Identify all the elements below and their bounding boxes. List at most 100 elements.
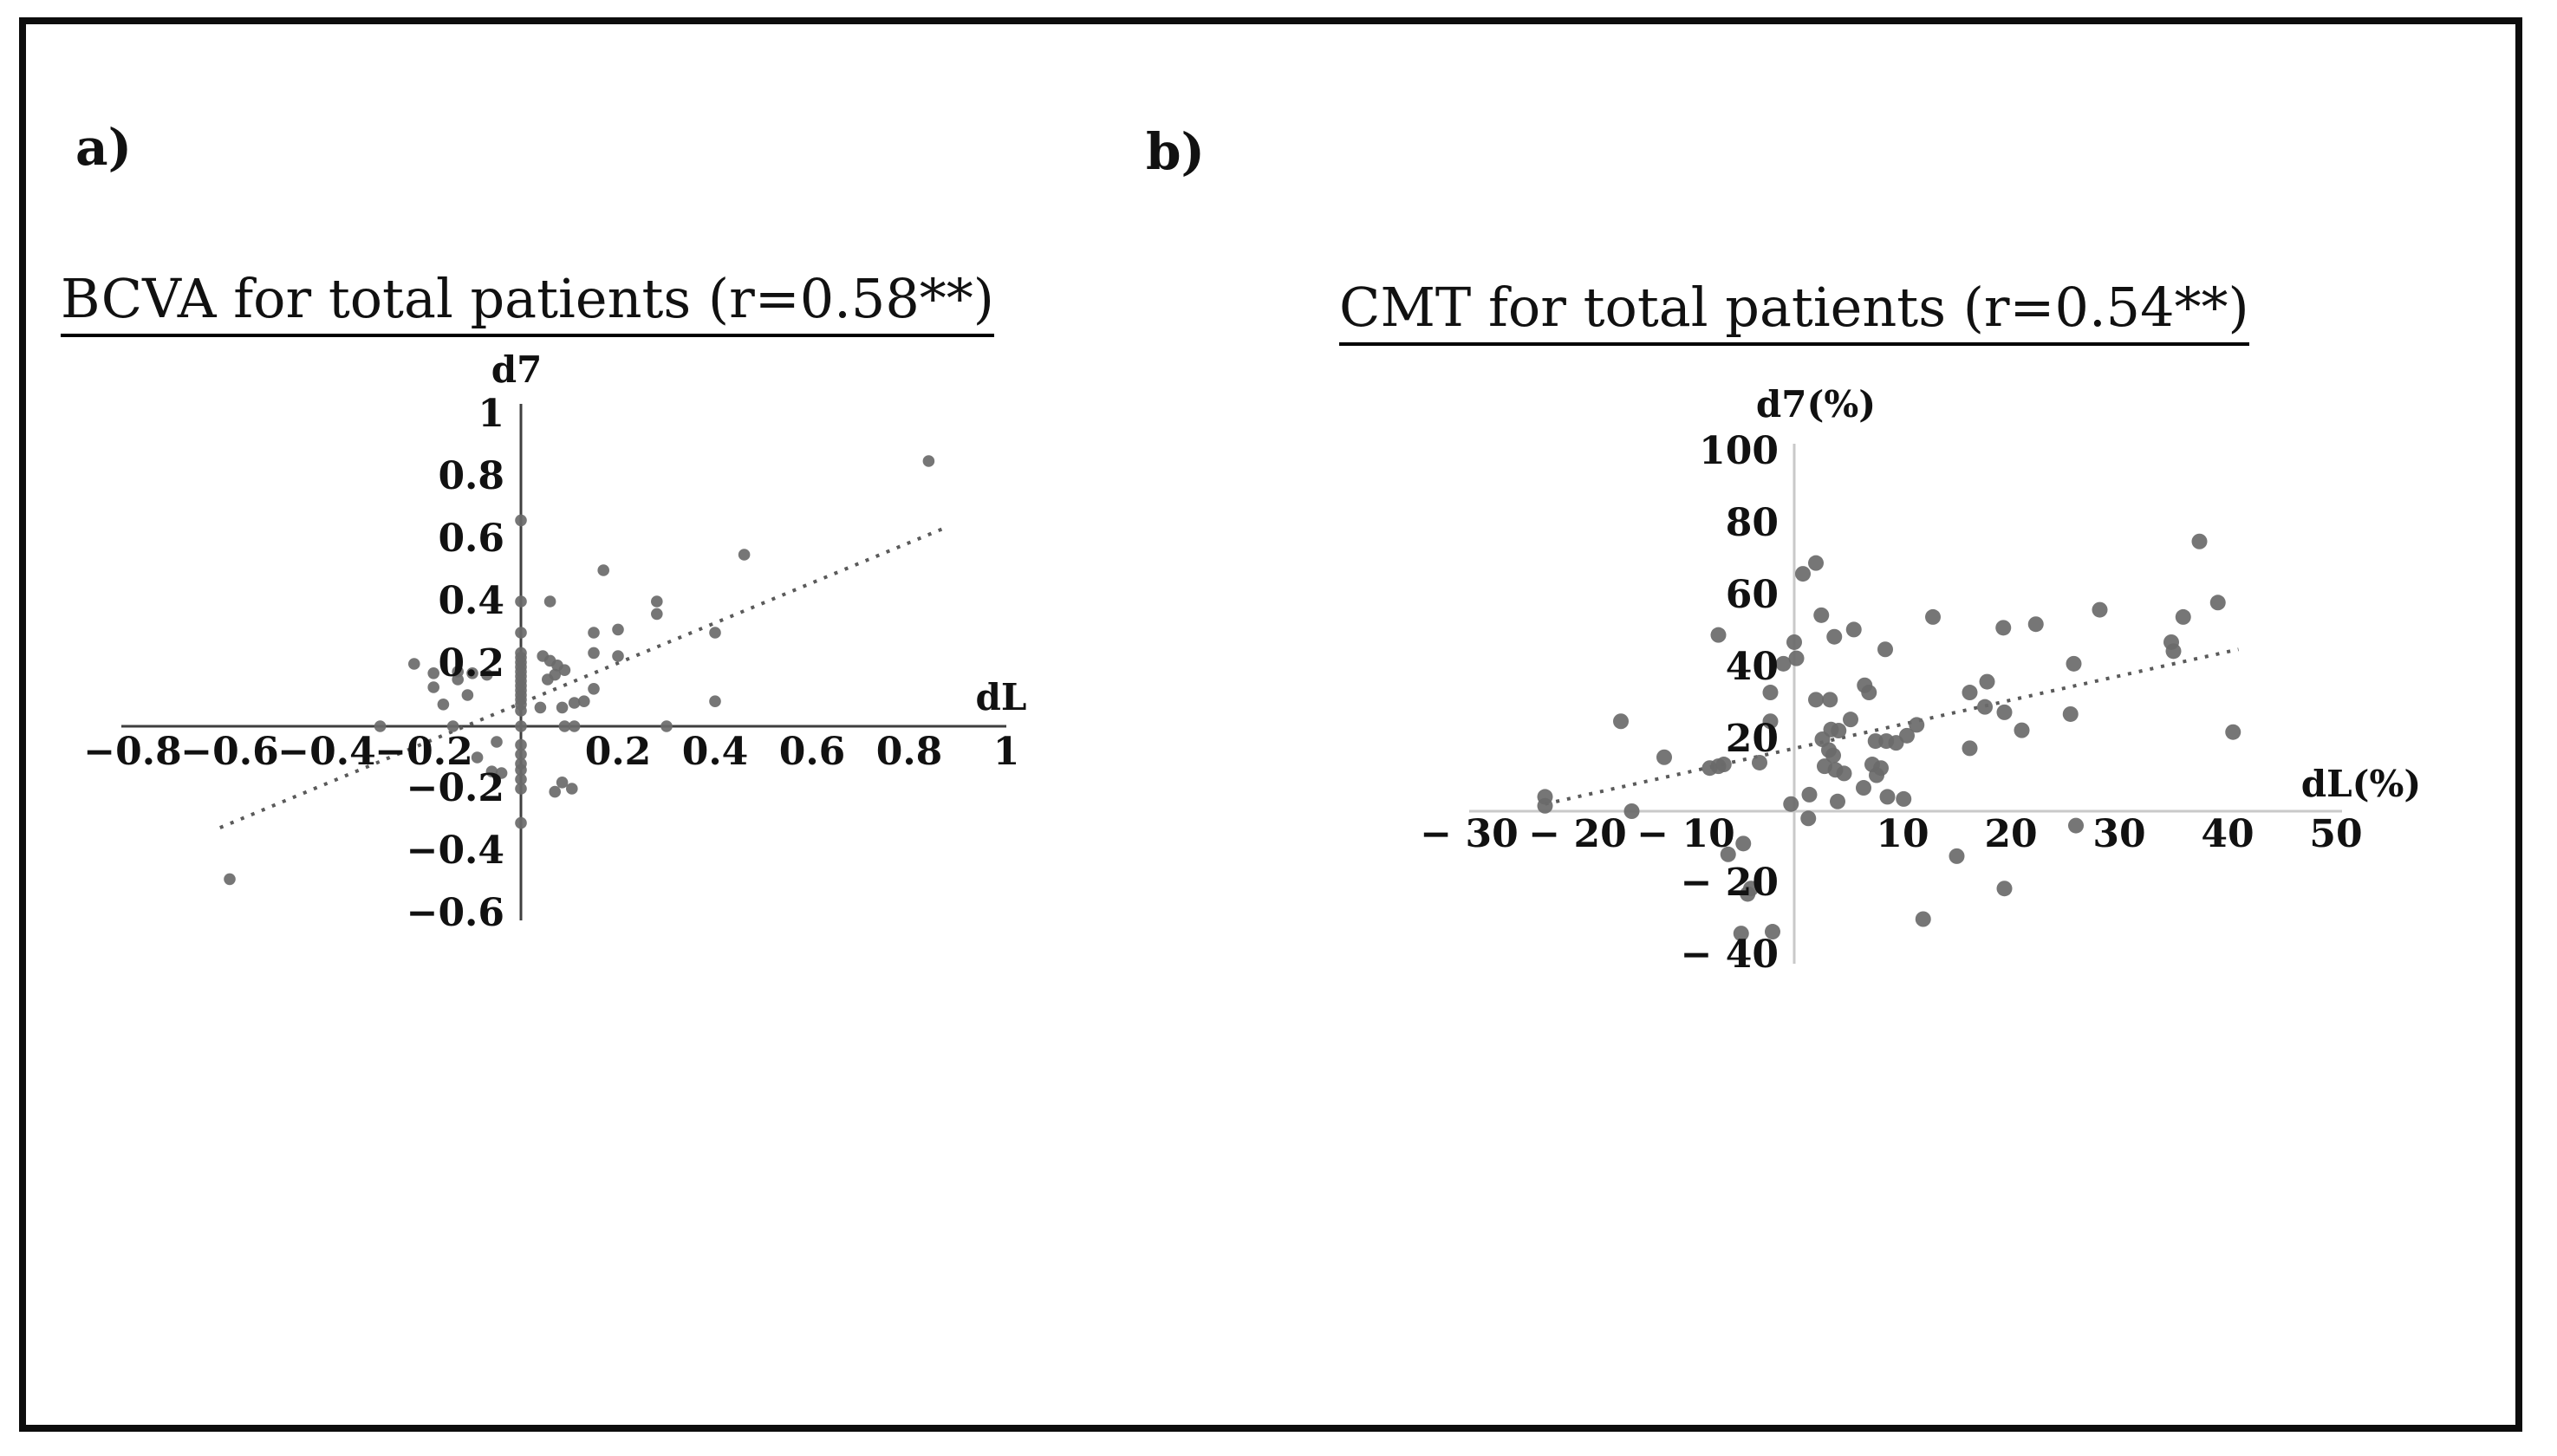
y-tick-label: − 20 — [1680, 861, 1779, 905]
x-tick-label: − 10 — [1636, 812, 1735, 856]
data-point — [1996, 881, 2013, 897]
data-point — [2014, 722, 2030, 738]
data-point — [612, 623, 624, 636]
chart-a-x-axis-label: dL — [975, 676, 1027, 718]
y-tick-label: 60 — [1725, 573, 1779, 617]
x-tick-label: 0.2 — [584, 730, 652, 774]
data-point — [588, 647, 600, 660]
x-tick-label: −0.8 — [83, 730, 182, 774]
data-point — [1822, 692, 1838, 708]
data-point — [1962, 740, 1978, 757]
x-tick-label: 10 — [1876, 812, 1929, 856]
data-point — [495, 767, 508, 779]
data-point — [1735, 835, 1752, 852]
data-point — [1715, 757, 1732, 773]
data-point — [481, 668, 493, 681]
data-point — [224, 873, 236, 886]
y-tick-label: −0.6 — [406, 891, 504, 935]
data-point — [1710, 627, 1727, 643]
x-tick-label: 1 — [992, 730, 1020, 774]
data-point — [1995, 620, 2012, 636]
data-point — [651, 595, 663, 608]
x-tick-label: 0.4 — [681, 730, 749, 774]
data-point — [2209, 595, 2226, 611]
panel-label-a: a) — [75, 118, 133, 177]
data-point — [515, 816, 527, 829]
panel-label-b: b) — [1146, 122, 1205, 181]
y-tick-label: 20 — [1725, 717, 1779, 761]
y-tick-label: −0.4 — [406, 829, 504, 873]
data-point — [1762, 685, 1779, 701]
data-point — [491, 736, 503, 748]
data-point — [1877, 641, 1893, 658]
data-point — [1740, 886, 1756, 902]
y-tick-label: − 40 — [1680, 933, 1779, 977]
data-point — [2175, 608, 2191, 625]
data-point — [568, 697, 581, 709]
y-tick-label: 0.6 — [438, 517, 504, 561]
data-point — [588, 683, 600, 695]
chart-b-x-axis-label: dL(%) — [2300, 763, 2422, 805]
data-point — [597, 564, 609, 576]
data-point — [1762, 713, 1779, 730]
x-tick-label: −0.6 — [180, 730, 279, 774]
data-point — [2027, 616, 2044, 633]
data-point — [651, 608, 663, 621]
x-tick-label: − 30 — [1420, 812, 1519, 856]
trend-line — [1545, 647, 2239, 806]
data-point — [515, 705, 527, 717]
data-point — [660, 720, 673, 732]
data-point — [1765, 924, 1780, 940]
data-point — [1830, 793, 1845, 809]
data-point — [427, 681, 440, 693]
data-point — [515, 738, 527, 751]
chart-a — [121, 404, 1006, 920]
data-point — [1977, 699, 1993, 715]
data-point — [2062, 705, 2079, 722]
chart-a-y-axis-label: d7 — [491, 348, 543, 391]
data-point — [1996, 704, 2013, 720]
chart-b — [1469, 444, 2342, 964]
data-point — [515, 514, 527, 527]
x-tick-label: −0.4 — [277, 730, 376, 774]
data-point — [568, 720, 581, 732]
data-point — [1843, 712, 1858, 728]
data-point — [1869, 767, 1884, 783]
data-point — [2092, 601, 2108, 618]
data-point — [1826, 628, 1843, 645]
data-point — [1788, 650, 1805, 666]
data-point — [1800, 810, 1817, 827]
data-point — [1962, 685, 1978, 701]
data-point — [374, 720, 387, 732]
data-point — [738, 549, 751, 561]
x-tick-label: − 20 — [1528, 812, 1627, 856]
data-point — [1808, 555, 1824, 571]
figure-border — [19, 17, 2522, 1432]
data-point — [1537, 797, 1553, 814]
data-point — [515, 720, 527, 732]
data-point — [1613, 713, 1629, 730]
data-point — [1752, 754, 1767, 770]
x-tick-label: 40 — [2201, 812, 2254, 856]
data-point — [1856, 780, 1871, 796]
data-point — [446, 720, 459, 732]
data-point — [485, 765, 498, 777]
data-point — [1775, 655, 1792, 672]
y-tick-label: 0.4 — [438, 579, 504, 623]
data-point — [1808, 692, 1824, 708]
data-point — [515, 748, 527, 761]
data-point — [461, 689, 474, 701]
data-point — [1896, 790, 1912, 807]
data-point — [1915, 911, 1931, 927]
data-point — [1825, 747, 1841, 764]
data-point — [471, 751, 484, 764]
data-point — [709, 695, 721, 707]
y-tick-label: 0.2 — [438, 641, 504, 686]
data-point — [1795, 566, 1811, 582]
data-point — [1845, 621, 1862, 638]
data-point — [1786, 634, 1802, 650]
data-point — [2068, 817, 2084, 834]
chart-b-title: CMT for total patients (r=0.54**) — [1339, 281, 2249, 346]
